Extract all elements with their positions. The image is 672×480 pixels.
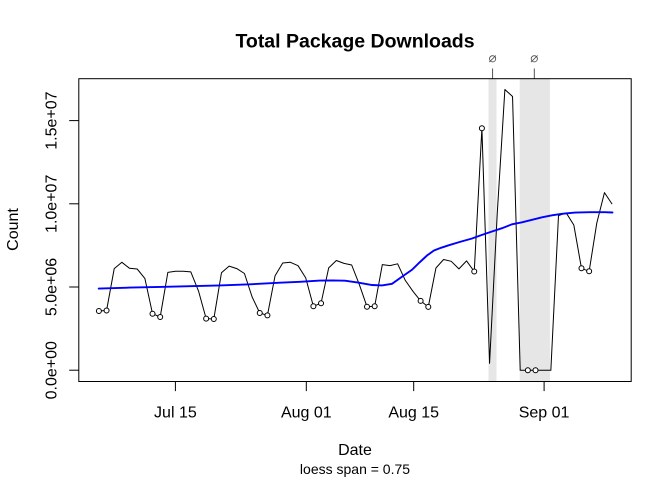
svg-text:0.0e+00: 0.0e+00 bbox=[44, 341, 61, 399]
svg-text:Date: Date bbox=[338, 442, 372, 459]
svg-text:1.0e+07: 1.0e+07 bbox=[44, 175, 61, 233]
svg-text:loess span = 0.75: loess span = 0.75 bbox=[300, 461, 410, 477]
svg-text:Sep 01: Sep 01 bbox=[519, 405, 570, 422]
svg-text:Total Package Downloads: Total Package Downloads bbox=[235, 30, 474, 52]
svg-text:Aug 15: Aug 15 bbox=[388, 405, 439, 422]
svg-text:5.0e+06: 5.0e+06 bbox=[44, 258, 61, 316]
svg-text:Aug 01: Aug 01 bbox=[281, 405, 332, 422]
svg-text:Count: Count bbox=[5, 208, 22, 251]
svg-text:1.5e+07: 1.5e+07 bbox=[44, 91, 61, 149]
svg-text:Jul 15: Jul 15 bbox=[154, 405, 197, 422]
